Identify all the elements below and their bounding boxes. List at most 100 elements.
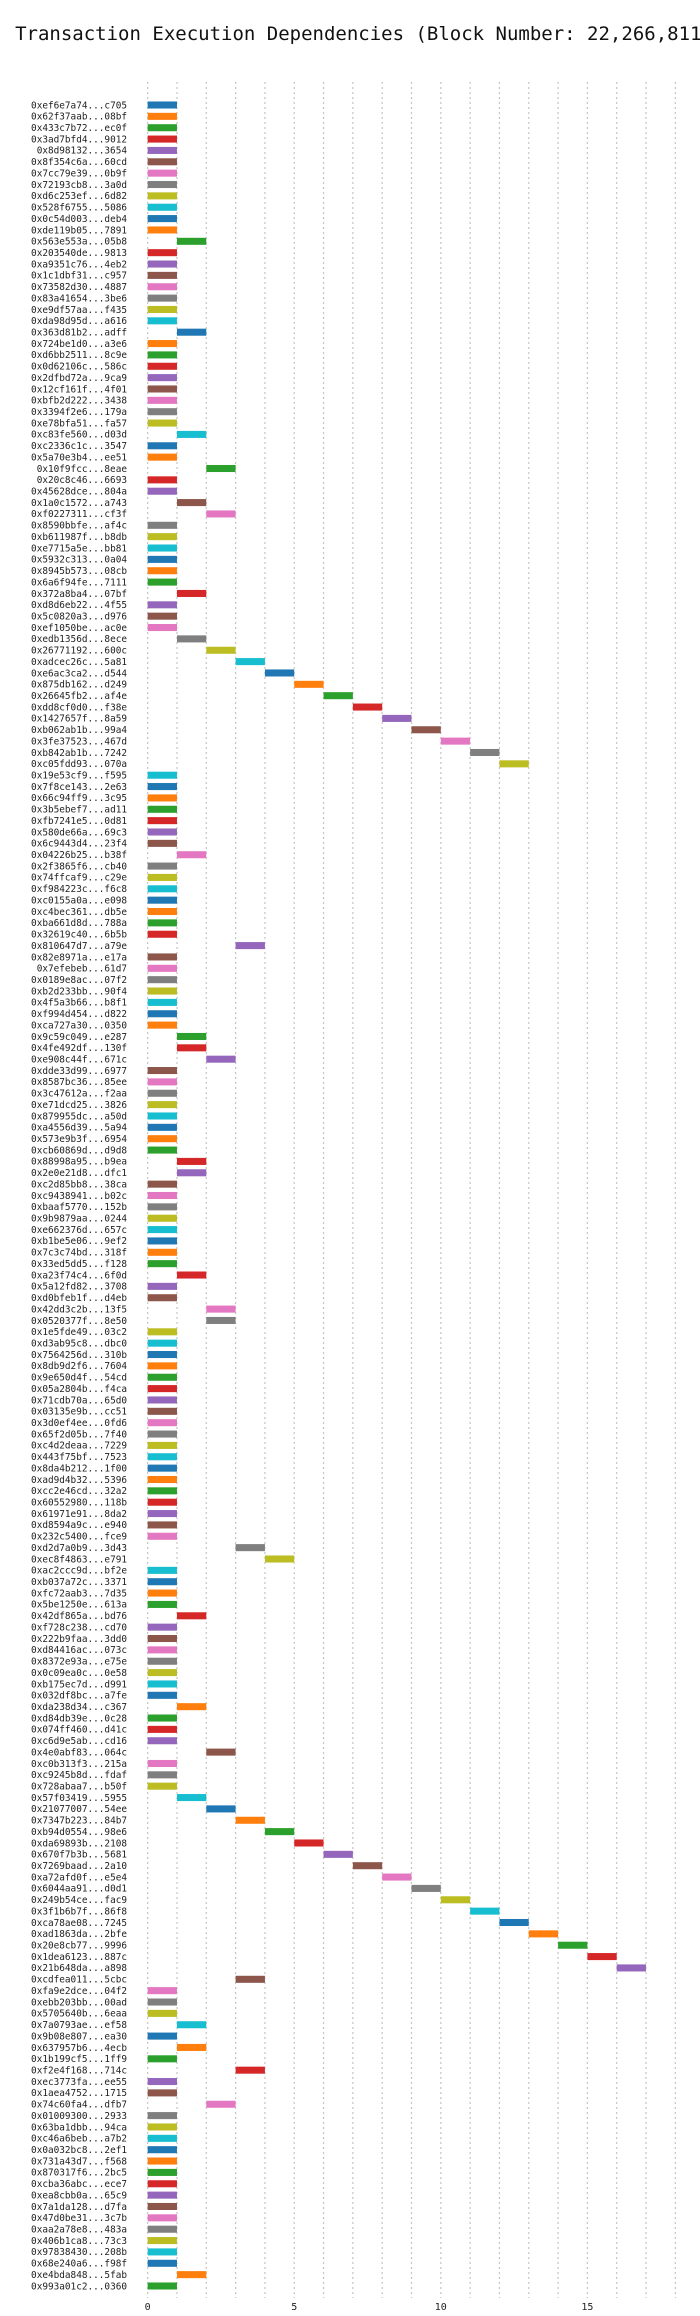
transaction-label: 0x0a032bc8...2ef1 (31, 2145, 127, 2156)
transaction-label: 0xcdfea011...5cbc (31, 1975, 127, 1986)
transaction-bar (147, 135, 177, 143)
transaction-bar (176, 2021, 207, 2029)
transaction-bar (147, 1385, 177, 1393)
transaction-bar (147, 408, 177, 416)
transaction-label: 0xea8cbb0a...65c9 (31, 2190, 127, 2201)
transaction-label: 0x9b08e807...ea30 (31, 2031, 127, 2042)
transaction-bar (176, 430, 207, 438)
transaction-label: 0x249b54ce...fac9 (31, 1895, 127, 1906)
transaction-bar (147, 1112, 177, 1120)
transaction-label: 0xd84db39e...0c28 (31, 1713, 127, 1724)
transaction-label: 0xc0b313f3...215a (31, 1759, 127, 1770)
transaction-label: 0x7efebeb...61d7 (37, 964, 127, 975)
transaction-label: 0xc9245b8d...fdaf (31, 1770, 127, 1781)
grid-lines (147, 82, 676, 2298)
transaction-label: 0xb175ec7d...d991 (31, 1679, 127, 1690)
transaction-label: 0xca727a30...0350 (31, 1020, 127, 1031)
transaction-label: 0xc4d2deaa...7229 (31, 1441, 127, 1452)
transaction-bar (176, 1169, 207, 1177)
transaction-bar (206, 2100, 236, 2108)
transaction-bar (147, 453, 177, 461)
transaction-label: 0x66c94ff9...3c95 (31, 793, 127, 804)
transaction-bar (147, 317, 177, 325)
transaction-label: 0x2e0e21d8...dfc1 (31, 1168, 127, 1179)
transaction-label: 0xd8d6eb22...4f55 (31, 600, 127, 611)
transaction-bar (147, 1782, 177, 1790)
transaction-label: 0xbfb2d222...3438 (31, 396, 127, 407)
x-tick-labels: 0 5 10 15 (145, 2302, 594, 2313)
transaction-bar (147, 533, 177, 541)
transaction-bar (323, 692, 353, 700)
transaction-label: 0x372a8ba4...07bf (31, 589, 127, 600)
transaction-label: 0xfb7241e5...0d81 (31, 816, 127, 827)
transaction-label: 0xb2d233bb...90f4 (31, 986, 127, 997)
transaction-bar (176, 499, 207, 507)
transaction-label: 0x26645fb2...af4e (31, 691, 127, 702)
transaction-bar (147, 555, 177, 563)
transaction-bar (235, 1816, 265, 1824)
transaction-bar (147, 1521, 177, 1529)
transaction-label: 0xf2e4f168...714c (31, 2065, 127, 2076)
transaction-label: 0x73582d30...4887 (31, 282, 127, 293)
transaction-label: 0x5a70e3b4...ee51 (31, 452, 127, 463)
transaction-label: 0x33ed5dd5...f128 (31, 1259, 127, 1270)
transaction-bar (147, 2259, 177, 2267)
transaction-bar (147, 2248, 177, 2256)
transaction-label: 0x443f75bf...7523 (31, 1452, 127, 1463)
transaction-bar (147, 1657, 177, 1665)
transaction-label: 0xc83fe560...d03d (31, 430, 127, 441)
transaction-label: 0xba661d8d...788a (31, 918, 127, 929)
bars (147, 101, 647, 2290)
transaction-bar (294, 680, 324, 688)
transaction-bar (147, 1464, 177, 1472)
transaction-bar (147, 1135, 177, 1143)
transaction-bar (206, 1305, 236, 1313)
transaction-bar (528, 1930, 559, 1938)
transaction-label: 0x8945b573...08cb (31, 566, 127, 577)
transaction-bar (147, 305, 177, 313)
transaction-label: 0x68e240a6...f98f (31, 2259, 127, 2270)
transaction-bar (147, 180, 177, 189)
transaction-label: 0x42df865a...bd76 (31, 1611, 127, 1622)
transaction-bar (147, 146, 177, 154)
transaction-label: 0xc4bec361...db5e (31, 907, 127, 918)
transaction-bar (147, 2078, 177, 2086)
x-tick-label: 10 (435, 2302, 447, 2313)
transaction-bar (147, 839, 177, 847)
transaction-label: 0x879955dc...a50d (31, 1111, 127, 1122)
transaction-label: 0x870317f6...2bc5 (31, 2168, 127, 2179)
transaction-bar (470, 748, 500, 757)
transaction-label: 0x8372e93a...e75e (31, 1657, 127, 1668)
transaction-label: 0xe4bda848...5fab (31, 2270, 127, 2281)
transaction-bar (147, 283, 177, 291)
transaction-label: 0x875db162...d249 (31, 680, 127, 691)
transaction-bar (147, 2180, 177, 2188)
transaction-bar (147, 2123, 177, 2131)
transaction-bar (147, 783, 177, 791)
y-tick-labels: 0xef6e7a74...c7050x62f37aab...08bf0x433c… (31, 100, 127, 2292)
transaction-bar (147, 567, 177, 575)
transaction-bar (176, 1794, 207, 1802)
transaction-label: 0x7f8ce143...2e63 (31, 782, 127, 793)
transaction-bar (147, 1328, 177, 1336)
transaction-bar (147, 2134, 177, 2142)
transaction-bar (147, 1373, 177, 1381)
transaction-label: 0xe908c44f...671c (31, 1054, 127, 1065)
transaction-label: 0x88998a95...b9ea (31, 1157, 127, 1168)
transaction-label: 0x21077007...54ee (31, 1804, 127, 1815)
transaction-bar (147, 374, 177, 382)
transaction-bar (147, 521, 177, 529)
transaction-label: 0xcba36abc...ece7 (31, 2179, 127, 2190)
transaction-label: 0x5be1250e...613a (31, 1600, 127, 1611)
transaction-label: 0xe6ac3ca2...d544 (31, 668, 127, 679)
transaction-bar (147, 1248, 177, 1256)
transaction-label: 0xe7715a5e...bb81 (31, 543, 127, 554)
transaction-label: 0x7c3c74bd...318f (31, 1248, 127, 1259)
transaction-label: 0x6c9443d4...23f4 (31, 839, 127, 850)
transaction-label: 0x222b9faa...3dd0 (31, 1634, 127, 1645)
transaction-bar (147, 192, 177, 200)
transaction-bar (147, 1498, 177, 1506)
transaction-bar (235, 1975, 265, 1983)
transaction-label: 0x3c47612a...f2aa (31, 1089, 127, 1100)
transaction-bar (147, 442, 177, 450)
